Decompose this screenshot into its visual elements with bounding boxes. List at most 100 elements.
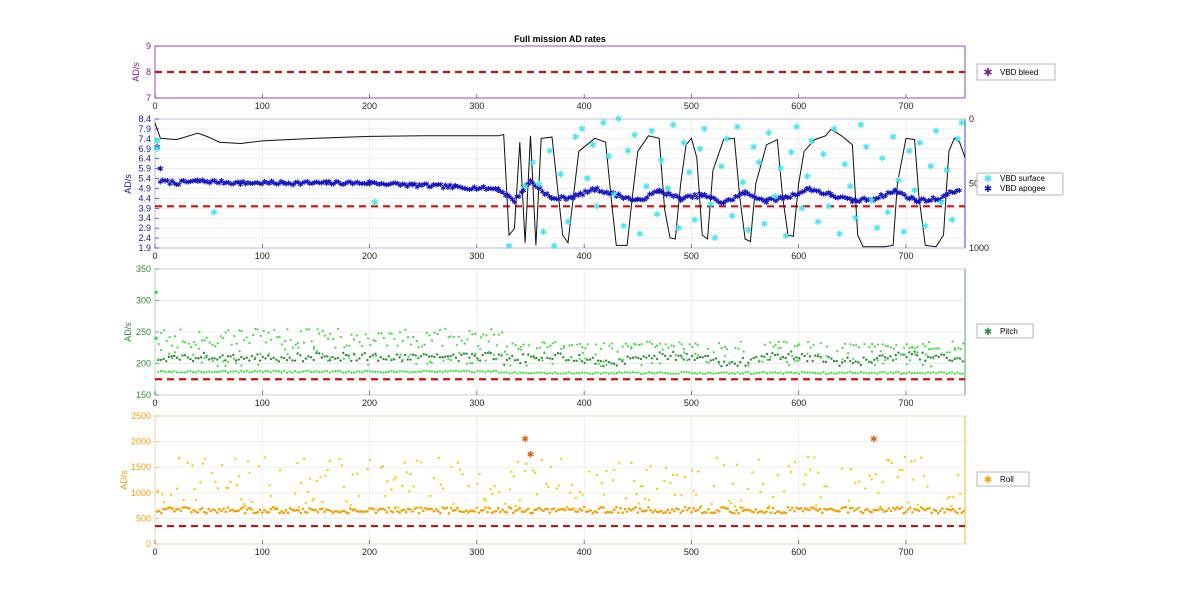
roll-point [433, 477, 436, 480]
vbd-apogee-point: ✱ [780, 195, 786, 203]
vbd-surface-point: ✱ [787, 148, 795, 158]
pitch-point [849, 370, 852, 374]
vbd-surface-point: ✱ [863, 142, 871, 152]
pitch-point [208, 341, 211, 344]
roll-point [653, 509, 657, 512]
pitch-point [318, 370, 321, 374]
pitch-point [167, 352, 171, 355]
vbd-surface-point: ✱ [938, 197, 946, 207]
pitch-point [252, 333, 255, 337]
x-tick-label: 300 [469, 251, 484, 261]
vbd-surface-point: ✱ [825, 201, 833, 211]
pitch-point [342, 351, 345, 355]
roll-point [825, 485, 829, 488]
roll-point [729, 501, 733, 505]
roll-point [220, 463, 224, 467]
vbd-apogee-point: ✱ [840, 193, 846, 201]
roll-point [177, 507, 180, 511]
pitch-point [511, 371, 514, 374]
roll-point [363, 510, 367, 513]
pitch-point [320, 370, 323, 374]
pitch-point [722, 360, 726, 363]
pitch-point [712, 358, 715, 361]
pitch-point [348, 357, 351, 360]
roll-point [568, 491, 572, 494]
pitch-point [401, 358, 404, 361]
roll-point [260, 511, 264, 514]
pitch-point [793, 345, 796, 348]
pitch-point [355, 359, 358, 362]
pitch-point [733, 372, 736, 375]
pitch-point [548, 357, 552, 360]
roll-point [663, 479, 666, 483]
roll-point [458, 509, 461, 513]
vbd-apogee-point: ✱ [713, 197, 719, 205]
roll-point [733, 511, 736, 515]
pitch-point [889, 355, 892, 358]
pitch-point [286, 353, 289, 356]
pitch-point [937, 371, 940, 374]
pitch-point [519, 361, 522, 365]
vbd-apogee-point: ✱ [782, 193, 788, 201]
pitch-point [580, 371, 584, 374]
pitch-point [360, 353, 364, 356]
pitch-point [497, 371, 500, 374]
vbd-apogee-point: ✱ [744, 189, 750, 197]
pitch-point [903, 353, 906, 356]
roll-point [872, 508, 876, 512]
roll-point [951, 507, 955, 511]
pitch-point [545, 356, 549, 359]
vbd-surface-point: ✱ [210, 207, 218, 217]
vbd-surface-point: ✱ [546, 146, 554, 156]
vbd-apogee-point: ✱ [949, 189, 955, 197]
pitch-point [541, 341, 544, 344]
pitch-point [414, 354, 417, 357]
roll-point [439, 511, 442, 515]
roll-point [623, 507, 627, 511]
pitch-point [705, 360, 708, 364]
roll-point [488, 506, 492, 510]
pitch-point [803, 354, 806, 358]
pitch-point [332, 338, 335, 341]
roll-point [787, 465, 791, 468]
pitch-point [645, 340, 649, 343]
roll-point [554, 509, 558, 513]
pitch-point [843, 372, 846, 375]
roll-point [509, 506, 513, 510]
pitch-point [763, 355, 766, 358]
roll-point [718, 510, 721, 513]
roll-point [637, 502, 640, 505]
pitch-point [696, 356, 699, 360]
vbd-surface-point: ✱ [505, 241, 513, 251]
vbd-apogee-point: ✱ [542, 191, 548, 199]
vbd-apogee-point: ✱ [154, 143, 161, 152]
pitch-point [661, 371, 664, 374]
roll-point [752, 510, 755, 514]
roll-point [788, 508, 792, 512]
pitch-point [567, 371, 570, 374]
pitch-point [664, 371, 667, 375]
pitch-point [911, 346, 914, 349]
pitch-point [605, 363, 608, 367]
pitch-point [336, 356, 340, 360]
pitch-point [197, 357, 200, 360]
pitch-point [468, 356, 471, 359]
vbd-apogee-point: ✱ [347, 179, 353, 187]
pitch-point [384, 358, 388, 361]
x-tick-label: 200 [362, 547, 377, 557]
pitch-point [696, 343, 699, 347]
pitch-point [447, 336, 450, 339]
pitch-point [618, 370, 621, 374]
roll-point [499, 510, 502, 514]
vbd-apogee-point: ✱ [374, 180, 380, 188]
pitch-point [706, 371, 710, 374]
pitch-point [739, 360, 742, 364]
pitch-point [242, 370, 246, 373]
pitch-point [226, 355, 230, 358]
pitch-point [608, 344, 611, 347]
pitch-point [173, 354, 176, 358]
legend-marker-vbd-bleed: ✱ [983, 67, 992, 79]
pitch-point [535, 356, 538, 360]
pitch-point [594, 353, 597, 356]
pitch-point [624, 342, 627, 345]
